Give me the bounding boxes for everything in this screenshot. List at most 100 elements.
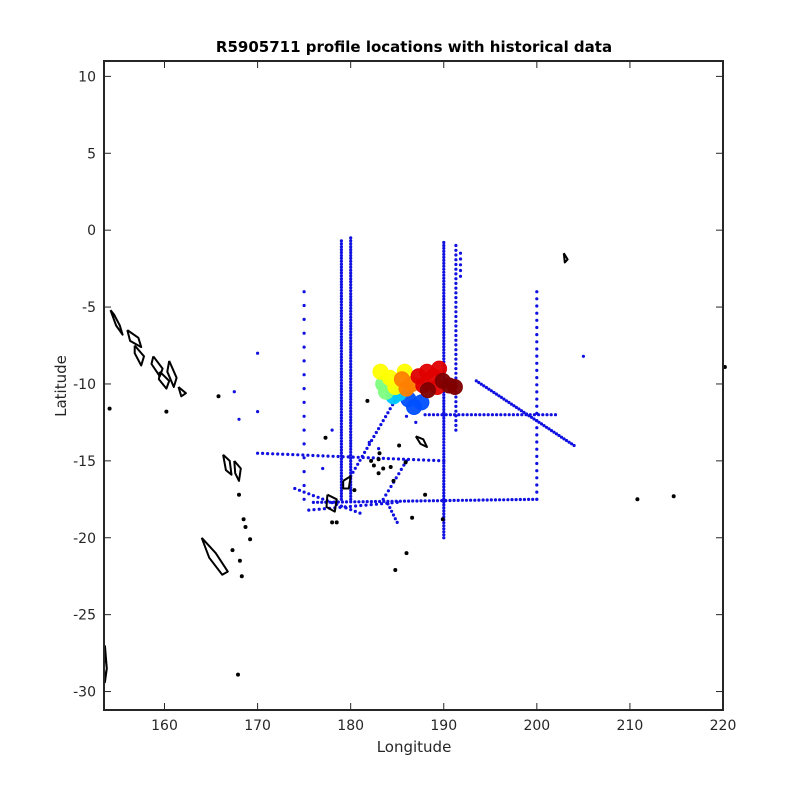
- historical-point: [321, 454, 325, 458]
- historical-point: [397, 472, 401, 476]
- historical-point: [524, 412, 529, 416]
- historical-point: [302, 497, 306, 501]
- historical-point: [442, 407, 446, 412]
- historical-point: [442, 452, 446, 456]
- historical-point: [415, 499, 419, 503]
- historical-point: [442, 312, 446, 316]
- historical-point: [448, 498, 452, 503]
- island: [393, 568, 398, 572]
- coastline: [177, 386, 187, 398]
- historical-point: [339, 332, 343, 336]
- historical-point: [442, 324, 446, 328]
- historical-point: [363, 450, 367, 454]
- historical-point: [384, 415, 388, 419]
- historical-point: [494, 392, 498, 396]
- historical-point: [499, 395, 503, 399]
- historical-point: [442, 512, 446, 516]
- historical-point: [307, 508, 311, 512]
- coastline: [562, 252, 569, 264]
- historical-point: [535, 390, 539, 394]
- historical-point: [339, 259, 343, 263]
- historical-point: [349, 283, 353, 287]
- historical-point: [338, 505, 342, 509]
- historical-point: [542, 424, 546, 428]
- historical-point: [339, 370, 343, 374]
- historical-point: [358, 511, 362, 515]
- historical-point: [544, 425, 549, 429]
- historical-point: [339, 381, 343, 385]
- historical-point: [454, 395, 458, 399]
- historical-point: [436, 413, 440, 417]
- historical-point: [339, 361, 343, 365]
- historical-point: [572, 443, 576, 448]
- historical-point: [390, 509, 394, 513]
- historical-point: [442, 333, 446, 337]
- historical-point: [349, 453, 353, 457]
- historical-point: [389, 484, 393, 489]
- historical-point: [349, 292, 353, 296]
- historical-point: [469, 413, 473, 417]
- historical-point: [349, 383, 353, 387]
- historical-point: [341, 455, 345, 459]
- historical-point: [356, 455, 360, 459]
- historical-point: [349, 248, 353, 252]
- historical-point: [349, 347, 353, 352]
- historical-point: [442, 300, 446, 304]
- historical-point: [442, 339, 446, 343]
- island: [635, 497, 640, 502]
- historical-point: [349, 259, 353, 263]
- historical-point: [454, 329, 458, 333]
- island: [391, 478, 396, 483]
- historical-point: [402, 463, 406, 467]
- historical-point: [522, 410, 526, 414]
- historical-point: [454, 272, 458, 276]
- historical-point: [349, 421, 353, 425]
- historical-point: [535, 469, 539, 473]
- historical-point: [427, 499, 431, 503]
- historical-point: [535, 483, 539, 487]
- historical-point: [349, 315, 353, 319]
- historical-point: [529, 415, 534, 419]
- historical-point: [442, 506, 446, 510]
- historical-point: [349, 306, 353, 310]
- historical-point: [349, 403, 353, 407]
- historical-point: [541, 413, 545, 417]
- historical-point: [293, 486, 297, 491]
- historical-point: [442, 425, 446, 429]
- historical-point: [349, 433, 353, 437]
- historical-point: [349, 297, 353, 302]
- historical-point: [442, 396, 446, 400]
- historical-point: [349, 321, 353, 325]
- historical-point: [256, 410, 260, 414]
- historical-point: [458, 263, 463, 267]
- island: [369, 458, 374, 463]
- historical-point: [442, 527, 446, 531]
- historical-point: [482, 413, 486, 417]
- historical-point: [458, 274, 463, 278]
- historical-point: [456, 498, 460, 502]
- historical-point: [266, 452, 270, 456]
- x-axis-label: Longitude: [377, 738, 452, 756]
- historical-point: [339, 256, 343, 260]
- historical-point: [509, 402, 513, 406]
- historical-point: [520, 413, 524, 417]
- coastline: [342, 475, 352, 490]
- historical-point: [302, 483, 306, 488]
- historical-point: [349, 468, 353, 472]
- historical-point: [431, 413, 436, 417]
- historical-point: [454, 277, 458, 281]
- island: [404, 551, 409, 556]
- historical-point: [527, 414, 531, 418]
- historical-point: [366, 456, 370, 460]
- historical-point: [349, 424, 353, 428]
- historical-point: [386, 502, 390, 506]
- x-tick-label: 180: [337, 718, 364, 734]
- island: [239, 574, 244, 579]
- historical-point: [442, 404, 446, 409]
- historical-point: [339, 494, 343, 498]
- historical-point: [349, 289, 353, 293]
- historical-point: [452, 498, 456, 502]
- historical-point: [349, 441, 353, 446]
- historical-point: [349, 386, 353, 390]
- historical-point: [336, 500, 340, 504]
